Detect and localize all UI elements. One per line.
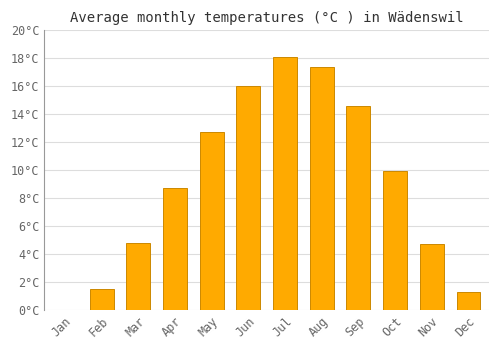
Bar xyxy=(346,106,370,310)
Bar xyxy=(310,67,334,310)
Bar xyxy=(90,289,114,310)
Bar xyxy=(200,132,224,310)
Title: Average monthly temperatures (°C ) in Wädenswil: Average monthly temperatures (°C ) in Wä… xyxy=(70,11,464,25)
Bar xyxy=(273,57,297,310)
Bar xyxy=(383,172,407,310)
Bar xyxy=(126,243,150,310)
Bar xyxy=(456,292,480,310)
Bar xyxy=(236,86,260,310)
Bar xyxy=(420,244,444,310)
Bar xyxy=(163,188,187,310)
